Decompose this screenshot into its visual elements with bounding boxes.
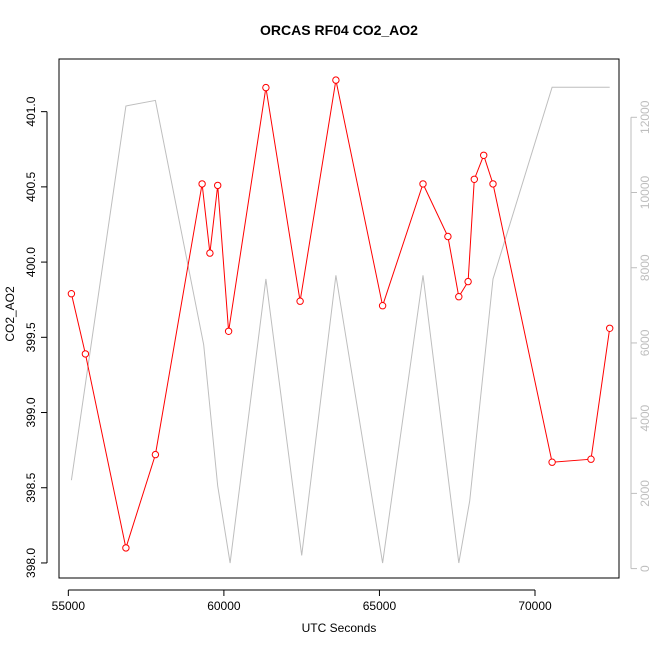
y2-tick-label: 0 bbox=[638, 565, 650, 572]
series-line-co2 bbox=[70, 79, 611, 550]
y2-tick-label: 2000 bbox=[638, 480, 650, 507]
data-point-co2 bbox=[332, 76, 340, 84]
data-point-co2 bbox=[480, 151, 488, 160]
x-tick-label: 65000 bbox=[363, 599, 397, 613]
y-tick-label: 399.0 bbox=[24, 397, 38, 427]
data-point-co2 bbox=[67, 290, 76, 298]
data-point-co2 bbox=[224, 327, 233, 335]
data-point-co2 bbox=[548, 458, 556, 466]
data-point-co2 bbox=[444, 232, 452, 241]
data-point-co2 bbox=[489, 180, 497, 188]
y2-tick-label: 12000 bbox=[638, 100, 650, 134]
data-point-co2 bbox=[464, 277, 472, 286]
x-tick-label: 70000 bbox=[518, 599, 552, 613]
data-point-co2 bbox=[198, 180, 206, 188]
data-point-co2 bbox=[214, 181, 222, 190]
data-point-co2 bbox=[419, 180, 427, 188]
data-point-co2 bbox=[296, 297, 304, 305]
data-point-co2 bbox=[206, 249, 214, 257]
axes-layer: 55000 60000 65000 70000398.0398.5399.0399.5… bbox=[24, 58, 650, 613]
y-tick-label: 398.0 bbox=[24, 548, 38, 578]
data-point-co2 bbox=[378, 302, 387, 310]
y-tick-label: 399.5 bbox=[24, 322, 38, 352]
plot-frame bbox=[58, 58, 620, 579]
x-axis-label: UTC Seconds bbox=[302, 621, 377, 635]
chart-title: ORCAS RF04 CO2_AO2 bbox=[260, 22, 418, 38]
y-tick-label: 400.5 bbox=[24, 172, 38, 202]
data-point-co2 bbox=[606, 324, 614, 332]
data-point-co2 bbox=[122, 544, 130, 552]
data-point-co2 bbox=[470, 175, 478, 184]
x-tick-label: 55000 bbox=[52, 599, 86, 613]
y-tick-label: 401.0 bbox=[24, 96, 38, 126]
series-line-right-axis bbox=[70, 86, 610, 564]
x-tick-label: 60000 bbox=[207, 599, 241, 613]
data-point-co2 bbox=[587, 455, 595, 463]
y2-tick-label: 6000 bbox=[638, 329, 650, 356]
y-tick-label: 400.0 bbox=[24, 247, 38, 277]
y2-tick-label: 10000 bbox=[638, 176, 650, 210]
data-point-co2 bbox=[262, 83, 270, 92]
y-axis-label: CO2_AO2 bbox=[3, 286, 17, 342]
series-layer bbox=[67, 76, 614, 564]
data-point-co2 bbox=[455, 293, 463, 301]
data-point-co2 bbox=[151, 450, 160, 459]
y2-tick-label: 4000 bbox=[638, 404, 650, 431]
data-point-co2 bbox=[81, 350, 90, 358]
y2-tick-label: 8000 bbox=[638, 254, 650, 281]
y-tick-label: 398.5 bbox=[24, 472, 38, 502]
